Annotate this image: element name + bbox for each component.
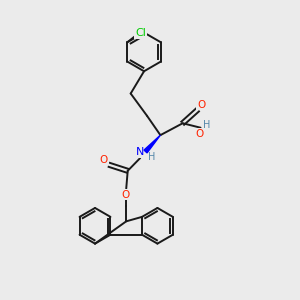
Polygon shape <box>144 135 160 153</box>
Text: O: O <box>195 129 203 139</box>
Text: O: O <box>122 190 130 200</box>
Text: O: O <box>197 100 205 110</box>
Text: O: O <box>100 154 108 164</box>
Text: H: H <box>203 120 211 130</box>
Text: Cl: Cl <box>135 28 146 38</box>
Text: H: H <box>148 152 156 162</box>
Text: N: N <box>136 147 144 157</box>
